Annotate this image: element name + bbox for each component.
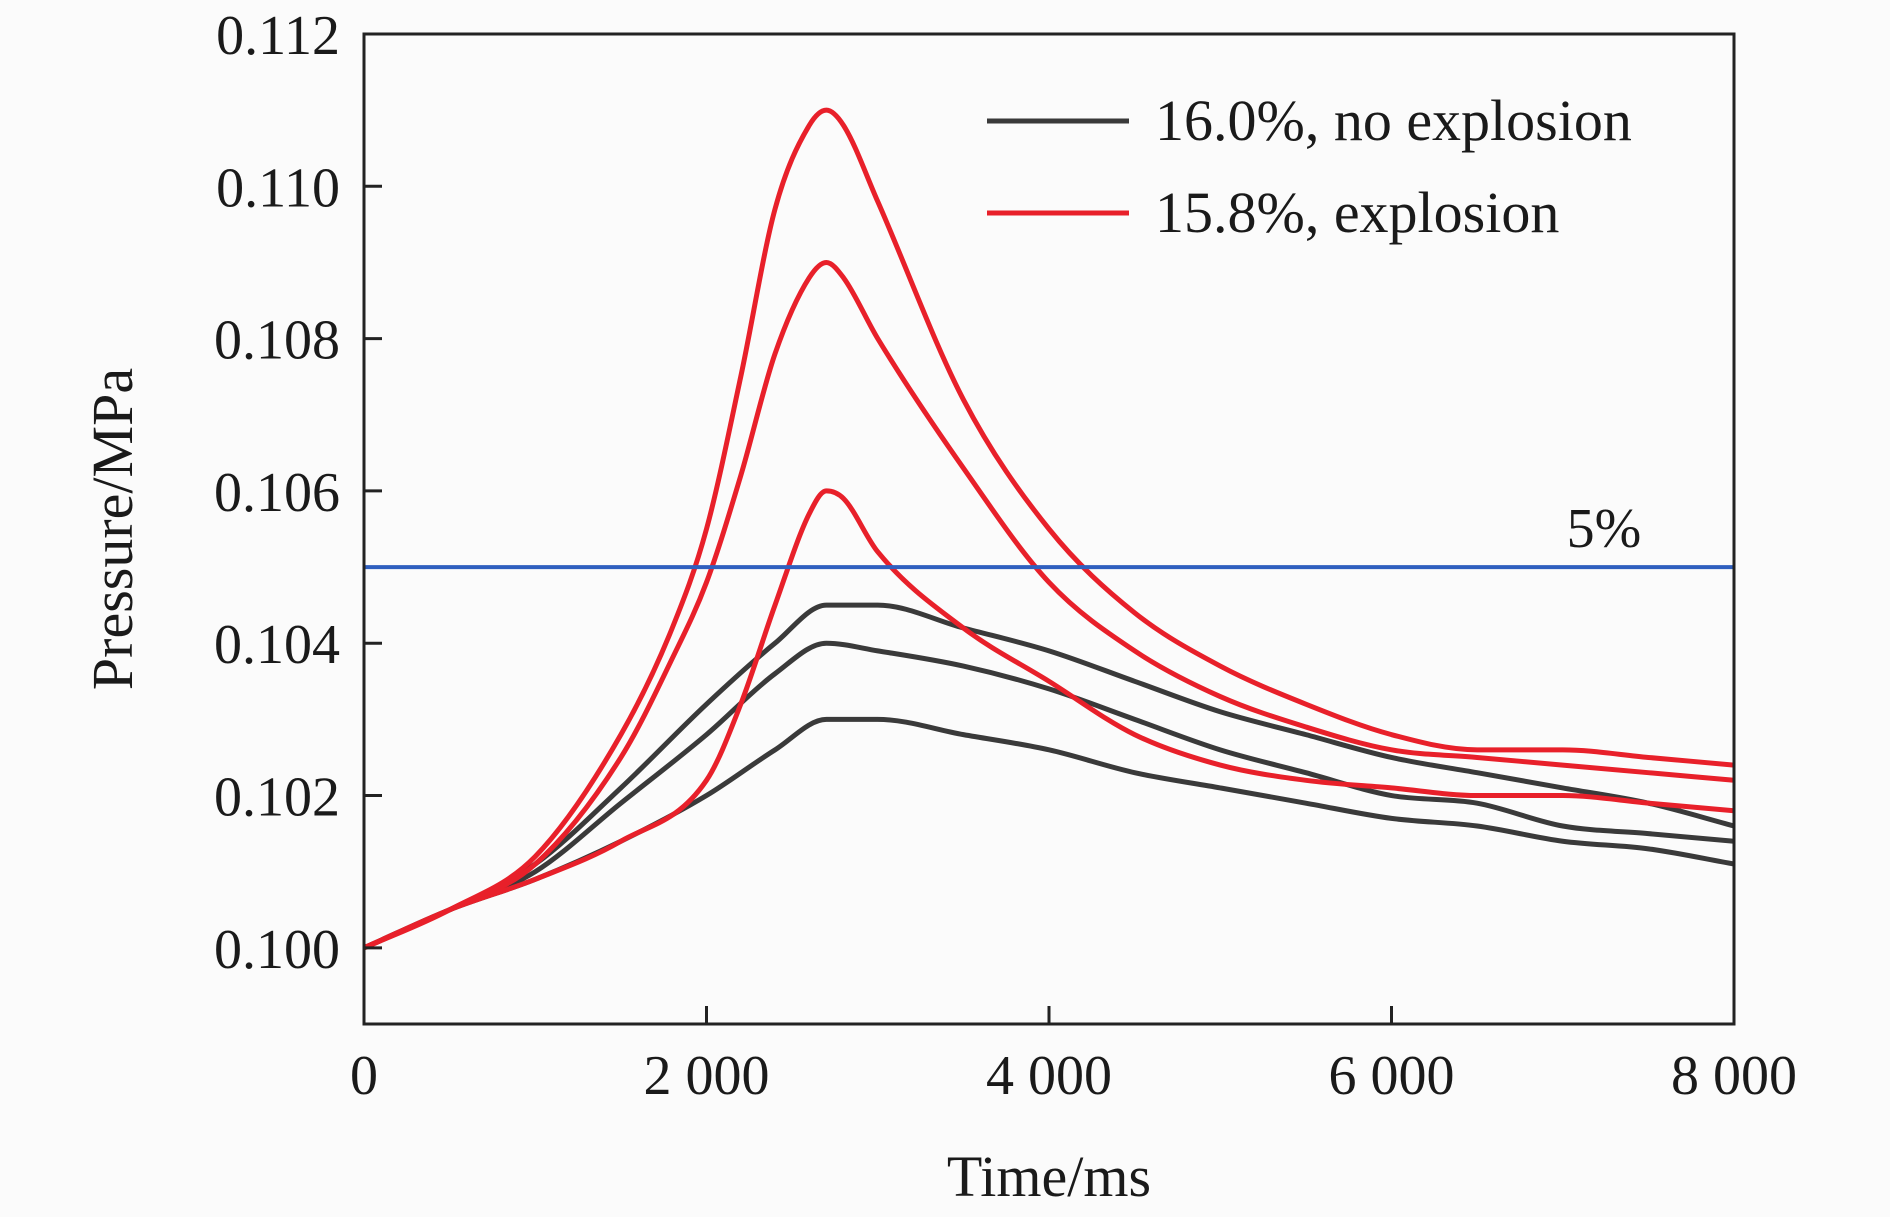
y-tick-label: 0.112 [216, 5, 340, 67]
reference-line-label: 5% [1567, 498, 1642, 560]
y-tick-label: 0.106 [214, 462, 340, 524]
legend-label-explosion: 15.8%, explosion [1155, 180, 1559, 245]
x-axis-title: Time/ms [947, 1144, 1151, 1209]
x-tick-label: 0 [350, 1045, 378, 1107]
legend-label-no-explosion: 16.0%, no explosion [1155, 88, 1632, 153]
x-tick-label: 6 000 [1329, 1045, 1455, 1107]
y-tick-label: 0.108 [214, 310, 340, 372]
series-line-explosion-1 [364, 259, 1734, 951]
y-axis-title: Pressure/MPa [80, 368, 145, 690]
series-layer [364, 107, 1734, 951]
y-tick-label: 0.104 [214, 614, 340, 676]
y-tick-label: 0.100 [214, 919, 340, 981]
x-tick-label: 4 000 [986, 1045, 1112, 1107]
axis-layer: 0 2 000 4 000 6 000 8 000 0.100 0.102 0.104 0.10… [214, 5, 1797, 1107]
y-tick-label: 0.102 [214, 767, 340, 829]
x-tick-label: 8 000 [1671, 1045, 1797, 1107]
x-tick-label: 2 000 [644, 1045, 770, 1107]
series-line-explosion-2 [364, 488, 1734, 951]
series-line-explosion-0 [364, 107, 1734, 951]
y-tick-label: 0.110 [216, 157, 340, 219]
series-line-no-explosion-4 [364, 640, 1734, 951]
series-line-no-explosion-3 [364, 602, 1734, 951]
legend: 16.0%, no explosion 15.8%, explosion [987, 88, 1632, 245]
